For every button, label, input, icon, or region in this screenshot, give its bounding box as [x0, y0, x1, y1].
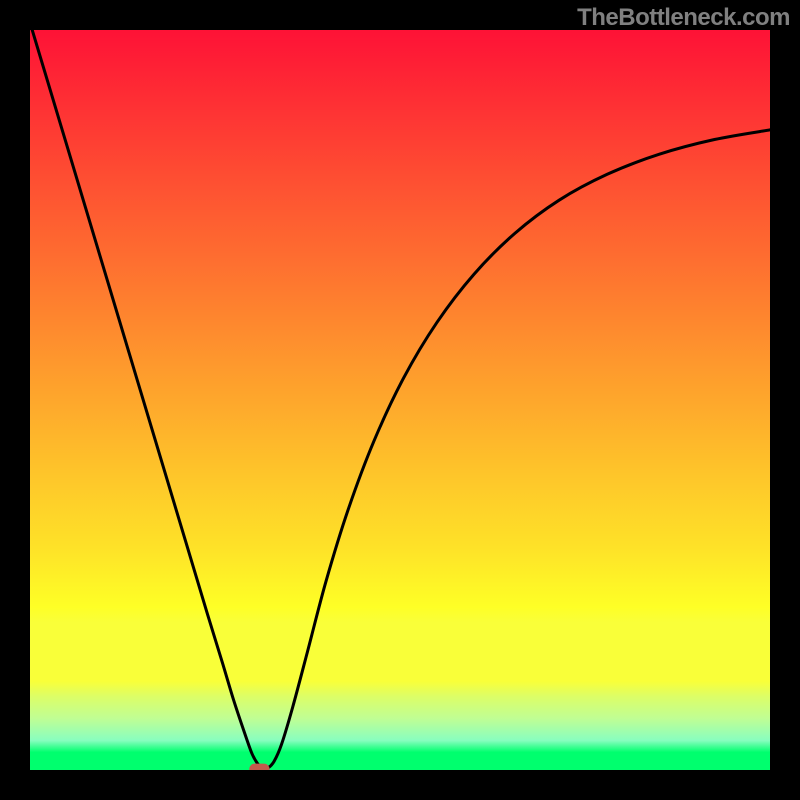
gradient-background — [30, 30, 770, 770]
chart-container: TheBottleneck.com — [0, 0, 800, 800]
watermark-text: TheBottleneck.com — [577, 4, 790, 32]
bottleneck-chart — [0, 0, 800, 800]
